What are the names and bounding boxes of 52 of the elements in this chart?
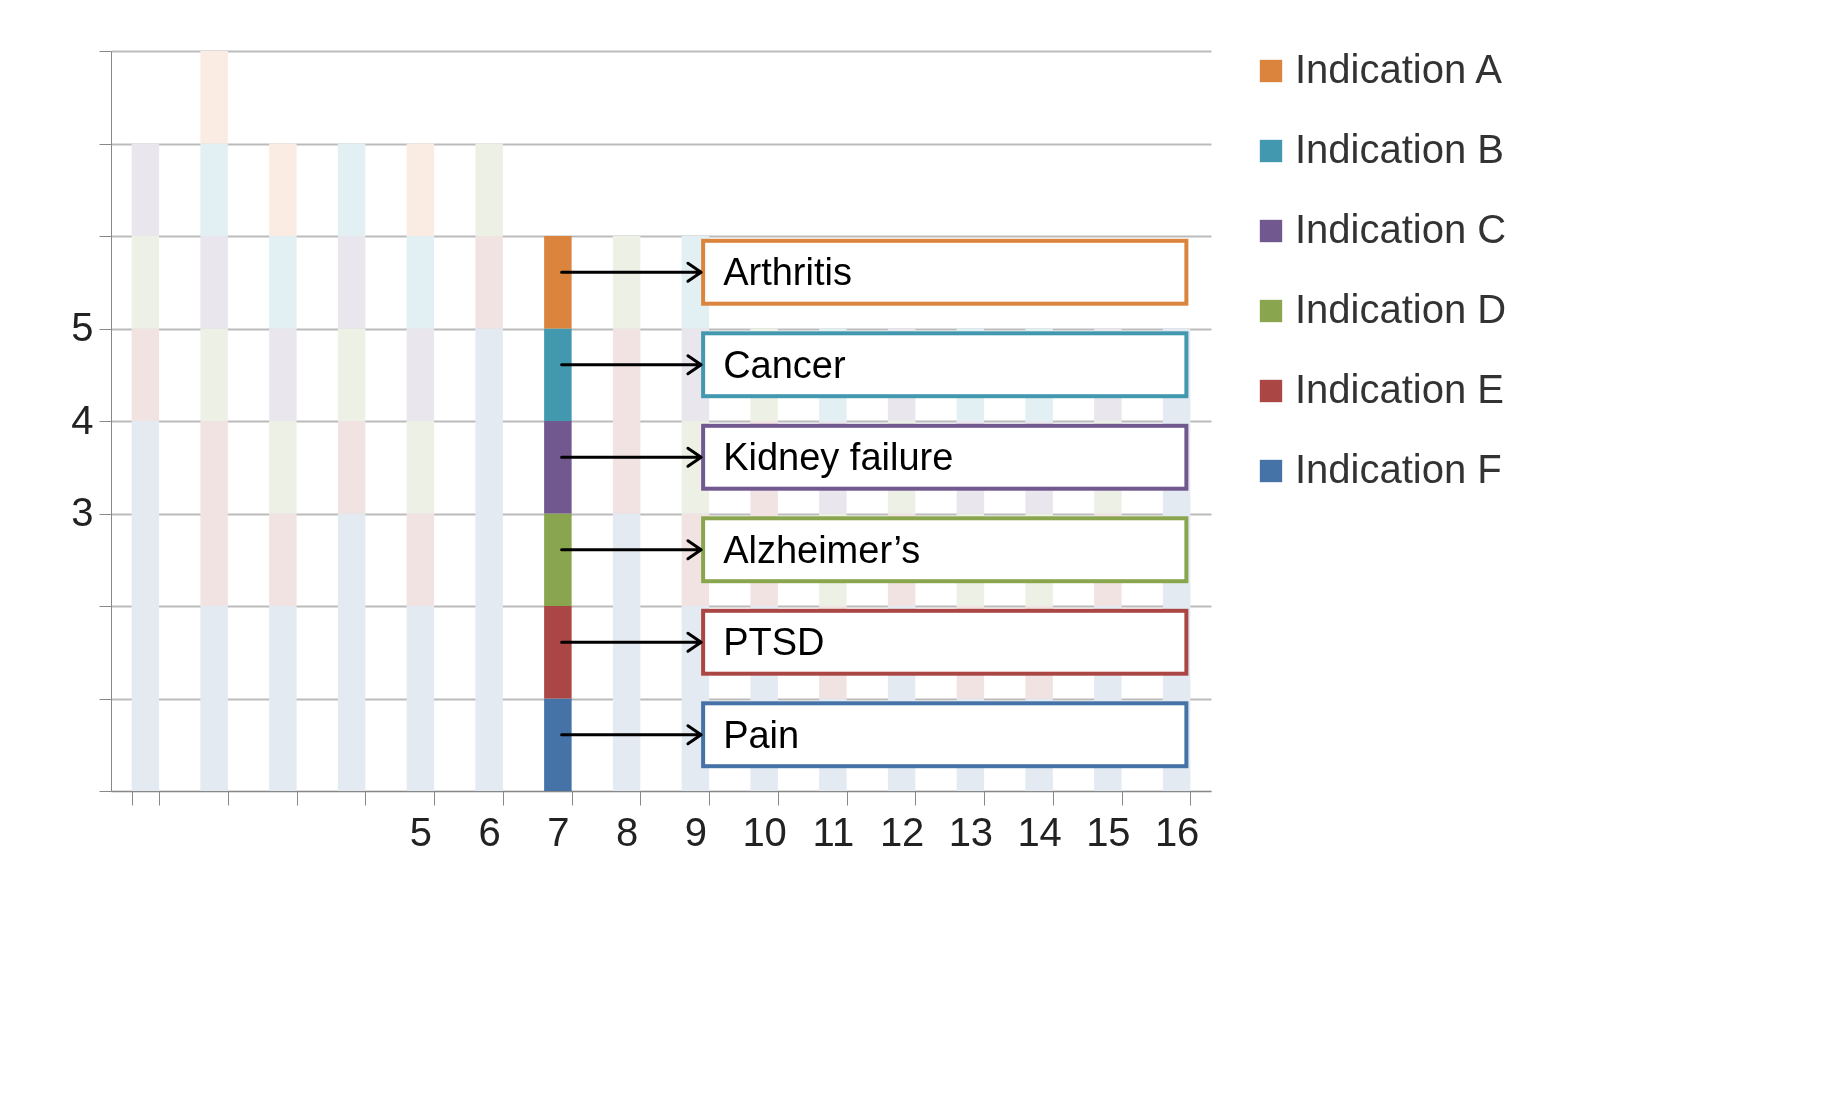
bar <box>406 143 435 236</box>
x-tick-label: 8 <box>616 809 639 854</box>
bar <box>544 513 572 606</box>
bar <box>612 513 641 791</box>
bar <box>406 606 435 791</box>
bar <box>337 513 366 791</box>
bar <box>544 606 572 699</box>
x-tick-label: 16 <box>1154 809 1200 854</box>
bar <box>475 143 503 236</box>
bar <box>544 421 572 514</box>
x-tick-label: 5 <box>409 809 432 854</box>
x-tick-label: 10 <box>742 809 787 854</box>
legend-label: Indication A <box>1295 47 1503 91</box>
annotation: Cancer <box>723 343 846 386</box>
bar <box>544 698 572 791</box>
legend-label: Indication B <box>1295 127 1505 171</box>
bar <box>475 236 503 329</box>
x-tick-label: 13 <box>948 809 994 854</box>
bar <box>200 51 228 144</box>
bar <box>337 421 366 514</box>
legend-label: Indication D <box>1295 287 1507 331</box>
legend-label: Indication E <box>1295 367 1505 411</box>
x-tick-label: 12 <box>879 809 925 854</box>
bar <box>612 328 641 514</box>
annotation: Pain <box>723 713 800 756</box>
x-tick-label: 6 <box>478 809 501 854</box>
bar <box>544 236 572 329</box>
annotation: PTSD <box>723 621 825 664</box>
x-tick-label: 9 <box>684 809 707 854</box>
bar <box>406 513 435 606</box>
bar <box>200 606 228 791</box>
bar <box>131 328 160 421</box>
legend-label: Indication F <box>1295 447 1502 491</box>
bar <box>131 421 160 791</box>
x-tick-label: 11 <box>812 809 855 854</box>
bar <box>475 328 503 791</box>
x-tick-label: 14 <box>1017 809 1062 854</box>
bar <box>269 513 297 606</box>
bar <box>200 421 228 606</box>
bar <box>269 606 297 791</box>
bar <box>544 328 572 421</box>
annotation: Arthritis <box>723 251 852 294</box>
legend-label: Indication C <box>1295 207 1507 251</box>
y-tick-label: 3 <box>71 490 94 534</box>
bar <box>269 143 297 236</box>
y-tick-label: 4 <box>71 397 94 442</box>
x-tick-label: 15 <box>1086 809 1131 854</box>
bar <box>612 236 641 329</box>
annotation: Kidney failure <box>723 436 954 479</box>
annotation: Alzheimer’s <box>723 528 921 571</box>
y-tick-label: 5 <box>71 305 94 349</box>
x-tick-label: 7 <box>547 809 570 854</box>
